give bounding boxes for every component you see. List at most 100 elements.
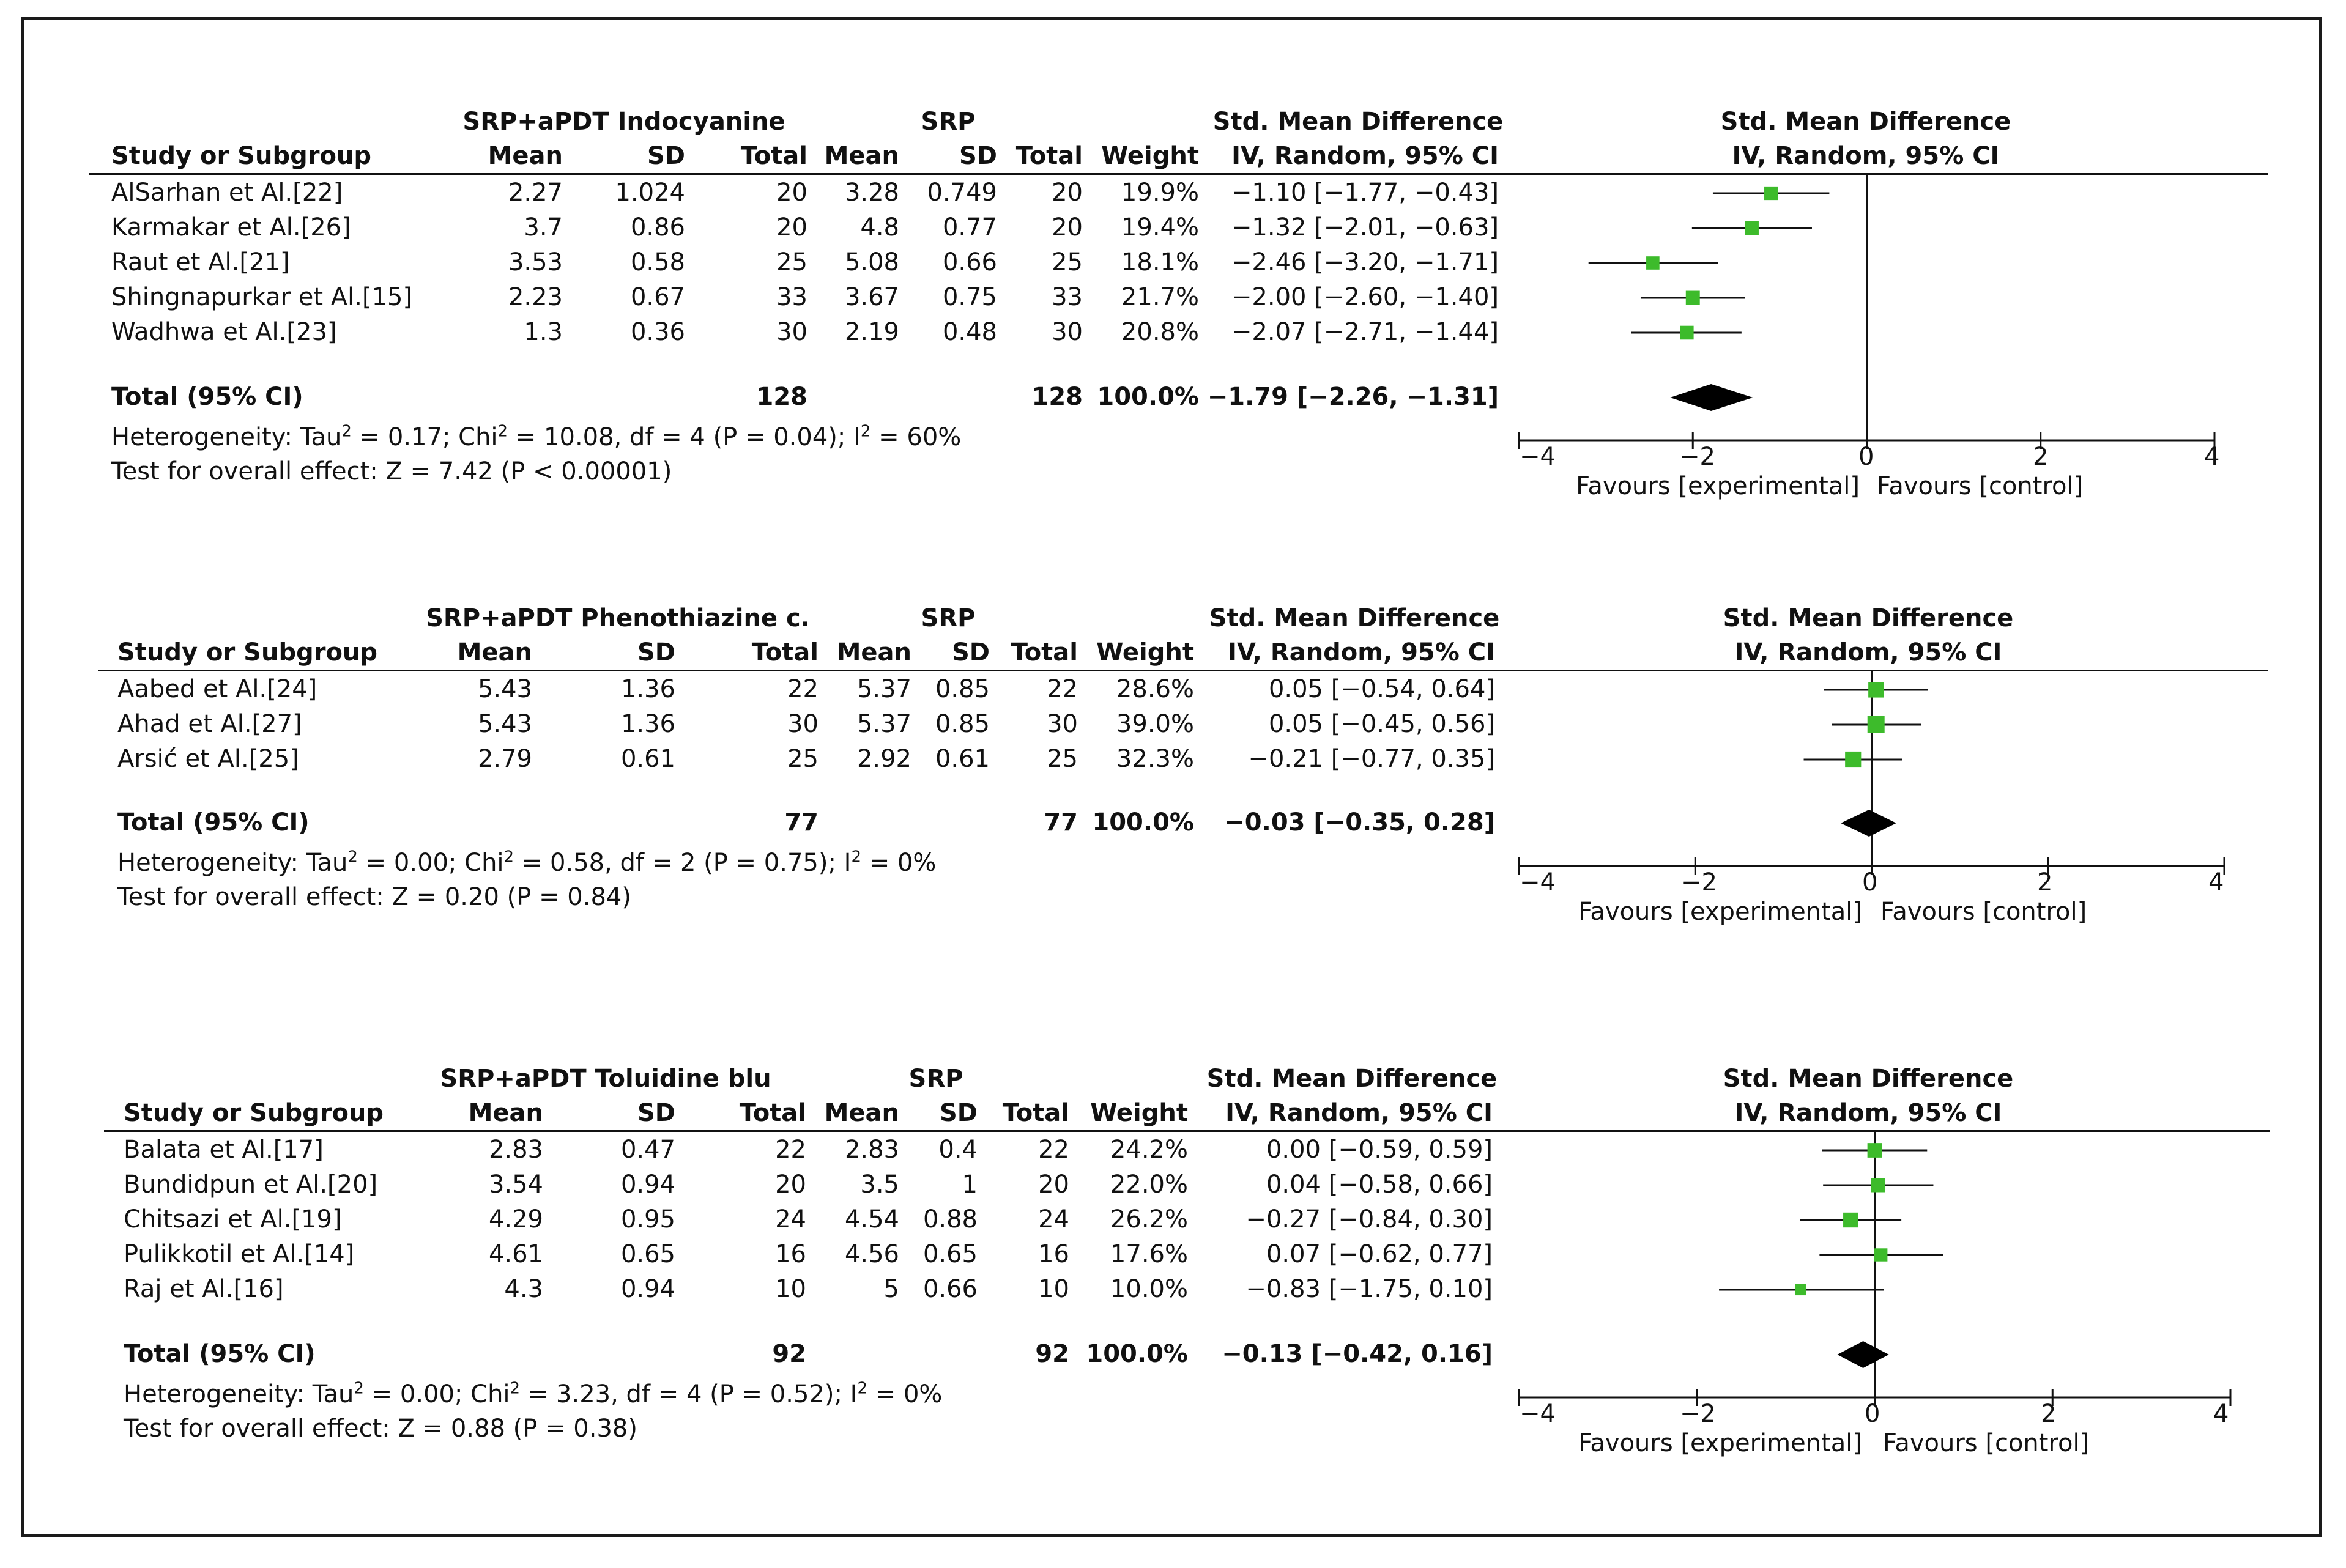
- heterogeneity: Heterogeneity: Tau2 = 0.00; Chi2 = 0.58,…: [117, 848, 937, 877]
- favours-experimental: Favours [experimental]: [1578, 898, 1862, 926]
- ctl-mean: 2.19: [844, 318, 899, 346]
- study-marker: [1845, 751, 1862, 768]
- study-marker: [1867, 1143, 1882, 1158]
- study-name: Arsić et Al.[25]: [117, 745, 299, 773]
- group-label: SRP+aPDT Toluidine blu: [440, 1065, 771, 1093]
- header-study: Study or Subgroup: [117, 638, 378, 667]
- weight: 19.9%: [1121, 179, 1199, 207]
- ctl-total: 25: [1047, 745, 1078, 773]
- header-ctl-mean: Mean: [824, 142, 899, 170]
- study-marker: [1795, 1284, 1806, 1296]
- exp-sd: 0.67: [630, 283, 685, 311]
- exp-mean: 1.3: [524, 318, 563, 346]
- tick-label: 2: [2037, 868, 2053, 897]
- ci-text: −2.00 [−2.60, −1.40]: [1231, 283, 1499, 311]
- total-weight: 100.0%: [1092, 808, 1194, 837]
- tick-label: 2: [2041, 1400, 2057, 1428]
- heterogeneity: Heterogeneity: Tau2 = 0.00; Chi2 = 3.23,…: [124, 1379, 943, 1408]
- header-rule: [104, 1130, 2270, 1132]
- ci-text: 0.05 [−0.54, 0.64]: [1268, 675, 1495, 703]
- weight: 28.6%: [1116, 675, 1194, 703]
- exp-mean: 4.61: [488, 1240, 543, 1268]
- exp-sd: 0.61: [620, 745, 675, 773]
- pooled-diamond: [1670, 384, 1753, 411]
- study-marker: [1685, 290, 1700, 305]
- header-exp-mean: Mean: [488, 142, 563, 170]
- header-study: Study or Subgroup: [111, 142, 372, 170]
- smd-title: Std. Mean Difference: [1209, 604, 1500, 632]
- tick-label: 4: [2208, 868, 2224, 897]
- header-rule: [98, 670, 2268, 671]
- exp-total: 30: [776, 318, 807, 346]
- exp-mean: 4.3: [504, 1275, 543, 1303]
- exp-sd: 1.36: [620, 710, 675, 738]
- ctl-mean: 2.92: [856, 745, 911, 773]
- study-name: Aabed et Al.[24]: [117, 675, 317, 703]
- total-exp: 128: [756, 383, 808, 411]
- smd-title: Std. Mean Difference: [1206, 1065, 1498, 1093]
- exp-mean: 4.29: [488, 1205, 543, 1233]
- study-marker: [1646, 256, 1660, 270]
- exp-sd: 0.58: [630, 248, 685, 276]
- study-name: AlSarhan et Al.[22]: [111, 179, 343, 207]
- header-weight: Weight: [1090, 1099, 1188, 1127]
- weight: 17.6%: [1110, 1240, 1188, 1268]
- exp-total: 20: [776, 179, 807, 207]
- weight: 20.8%: [1121, 318, 1199, 346]
- study-name: Karmakar et Al.[26]: [111, 213, 351, 242]
- weight: 10.0%: [1110, 1275, 1188, 1303]
- ci-text: 0.04 [−0.58, 0.66]: [1266, 1170, 1493, 1199]
- favours-control: Favours [control]: [1877, 472, 2084, 500]
- heterogeneity: Heterogeneity: Tau2 = 0.17; Chi2 = 10.08…: [111, 422, 962, 451]
- group-label: SRP+aPDT Indocyanine: [462, 108, 785, 136]
- header-ctl-sd: SD: [939, 1099, 978, 1127]
- ctl-mean: 2.83: [844, 1136, 899, 1164]
- study-marker: [1867, 716, 1885, 733]
- exp-mean: 5.43: [477, 710, 532, 738]
- header-ctl-mean: Mean: [836, 638, 911, 667]
- tick-label: 4: [2213, 1400, 2229, 1428]
- plot-title: Std. Mean Difference: [1720, 108, 2011, 136]
- tick-label: 4: [2204, 443, 2220, 471]
- total-ci: −0.03 [−0.35, 0.28]: [1224, 808, 1495, 837]
- exp-total: 22: [775, 1136, 806, 1164]
- exp-total: 24: [775, 1205, 806, 1233]
- ctl-total: 25: [1052, 248, 1083, 276]
- total-ctl: 92: [1035, 1340, 1069, 1368]
- exp-sd: 1.36: [620, 675, 675, 703]
- total-label: Total (95% CI): [111, 383, 303, 411]
- overall-effect: Test for overall effect: Z = 0.20 (P = 0…: [117, 883, 631, 911]
- favours-experimental: Favours [experimental]: [1578, 1429, 1862, 1457]
- ctl-sd: 0.88: [922, 1205, 978, 1233]
- ctl-sd: 0.65: [922, 1240, 978, 1268]
- favours-control: Favours [control]: [1880, 898, 2087, 926]
- tick-label: −2: [1681, 868, 1717, 897]
- ctl-mean: 5.08: [844, 248, 899, 276]
- forest-panel-toluidine: SRP+aPDT Toluidine blu SRP Std. Mean Dif…: [0, 957, 2346, 1457]
- header-weight: Weight: [1101, 142, 1199, 170]
- ctl-sd: 0.66: [942, 248, 997, 276]
- ctl-mean: 5: [883, 1275, 899, 1303]
- ci-text: 0.07 [−0.62, 0.77]: [1266, 1240, 1493, 1268]
- exp-total: 25: [776, 248, 807, 276]
- ctl-sd: 0.77: [942, 213, 997, 242]
- ci-text: −2.46 [−3.20, −1.71]: [1231, 248, 1499, 276]
- ctl-total: 24: [1038, 1205, 1069, 1233]
- total-ci: −1.79 [−2.26, −1.31]: [1207, 383, 1499, 411]
- header-ci: IV, Random, 95% CI: [1228, 638, 1495, 667]
- header-exp-mean: Mean: [457, 638, 532, 667]
- tick-label: 0: [1865, 1400, 1880, 1428]
- ci-text: −2.07 [−2.71, −1.44]: [1231, 318, 1499, 346]
- ctl-total: 20: [1052, 179, 1083, 207]
- exp-sd: 0.95: [620, 1205, 675, 1233]
- ctl-total: 22: [1047, 675, 1078, 703]
- forest-plot: [1518, 670, 2225, 875]
- exp-mean: 3.54: [488, 1170, 543, 1199]
- tick-label: 0: [1858, 443, 1874, 471]
- total-weight: 100.0%: [1097, 383, 1199, 411]
- study-marker: [1843, 1212, 1858, 1228]
- weight: 18.1%: [1121, 248, 1199, 276]
- ci-text: −0.83 [−1.75, 0.10]: [1245, 1275, 1493, 1303]
- total-exp: 77: [784, 808, 819, 837]
- ctl-mean: 5.37: [856, 710, 911, 738]
